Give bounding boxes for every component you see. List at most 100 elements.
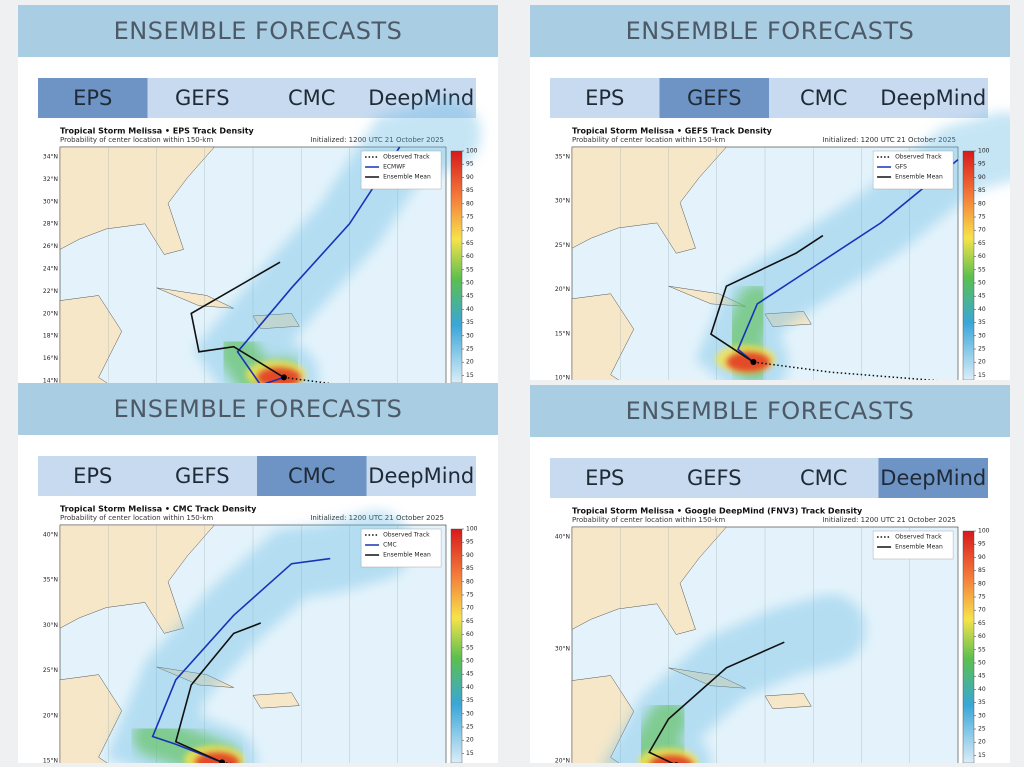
colorbar-label: 50 (978, 280, 986, 287)
colorbar-label: 85 (978, 187, 986, 194)
colorbar-label: 30 (466, 332, 474, 339)
colorbar-label: 50 (466, 658, 474, 665)
storm-position (280, 374, 287, 381)
tab-label: CMC (288, 464, 335, 488)
land (571, 146, 727, 254)
colorbar-label: 45 (978, 293, 986, 300)
storm-position (750, 359, 757, 366)
map (571, 526, 959, 763)
mean-track (710, 234, 824, 363)
lat-label: 40°N (555, 534, 570, 541)
lat-label: 30°N (43, 198, 58, 205)
map-subtitle: Probability of center location within 15… (572, 516, 725, 524)
legend-label: Observed Track (383, 532, 430, 539)
colorbar-label: 90 (466, 552, 474, 559)
model-track (151, 557, 331, 763)
tab[interactable] (659, 78, 770, 118)
tab-label: EPS (73, 86, 112, 110)
colorbar-label: 55 (978, 266, 986, 273)
colorbar-label: 90 (978, 174, 986, 181)
colorbar-label: 15 (978, 752, 986, 759)
land (59, 524, 215, 634)
tab[interactable] (659, 458, 770, 498)
map-title: Tropical Storm Melissa • GEFS Track Dens… (572, 127, 773, 136)
colorbar-label: 95 (978, 541, 986, 548)
legend-label: Observed Track (383, 154, 430, 161)
tab[interactable] (878, 458, 989, 498)
colorbar-label: 30 (978, 332, 986, 339)
tab[interactable] (257, 78, 367, 118)
tab-label: DeepMind (880, 86, 986, 110)
lat-label: 30°N (555, 646, 570, 653)
legend-label: CMC (383, 542, 397, 549)
header-bar (530, 385, 1010, 437)
tab[interactable] (38, 456, 148, 496)
legend-label: Ensemble Mean (895, 544, 943, 551)
colorbar-label: 85 (978, 567, 986, 574)
colorbar-label: 65 (978, 240, 986, 247)
colorbar (962, 530, 975, 763)
lat-label: 35°N (555, 154, 570, 161)
colorbar-label: 35 (978, 699, 986, 706)
panel: ENSEMBLE FORECASTS EPS GEFS CMC DeepMind Trop… (530, 385, 1010, 763)
tab[interactable] (878, 78, 989, 118)
legend-label: Observed Track (895, 154, 942, 161)
colorbar-label: 20 (466, 737, 474, 744)
colorbar-label: 80 (466, 200, 474, 207)
colorbar-label: 20 (978, 359, 986, 366)
panel: ENSEMBLE FORECASTS EPS GEFS CMC DeepMind Trop… (18, 383, 498, 763)
storm-position (219, 759, 226, 763)
lat-label: 20°N (555, 286, 570, 293)
tab-label: GEFS (687, 466, 742, 490)
header-bar (18, 383, 498, 435)
map-subtitle: Probability of center location within 15… (572, 136, 725, 144)
lat-label: 40°N (43, 532, 58, 539)
tab[interactable] (769, 78, 879, 118)
colorbar-label: 55 (466, 266, 474, 273)
map-initialized: Initialized: 1200 UTC 21 October 2025 (822, 516, 956, 524)
lat-label: 10°N (555, 375, 570, 382)
tab[interactable] (147, 78, 258, 118)
tab[interactable] (550, 78, 660, 118)
colorbar-label: 60 (978, 253, 986, 260)
colorbar-label: 20 (466, 359, 474, 366)
colorbar-label: 100 (466, 148, 478, 155)
colorbar-label: 65 (978, 620, 986, 627)
tab[interactable] (550, 458, 660, 498)
header-bar (18, 5, 498, 57)
lat-label: 22°N (43, 288, 58, 295)
tab[interactable] (38, 78, 148, 118)
lat-label: 35°N (43, 577, 58, 584)
colorbar-label: 35 (466, 697, 474, 704)
tab[interactable] (147, 456, 258, 496)
model-track (737, 159, 959, 363)
colorbar-label: 90 (978, 554, 986, 561)
tab-label: EPS (585, 86, 624, 110)
legend-label: GFS (895, 164, 907, 171)
tab[interactable] (366, 456, 477, 496)
header: ENSEMBLE FORECASTS (114, 395, 403, 423)
land (59, 295, 123, 383)
colorbar-label: 45 (466, 293, 474, 300)
lat-label: 25°N (555, 242, 570, 249)
colorbar-label: 100 (978, 528, 990, 535)
legend-label: Ensemble Mean (383, 552, 431, 559)
colorbar-label: 90 (466, 174, 474, 181)
colorbar-label: 70 (466, 227, 474, 234)
lat-label: 20°N (43, 712, 58, 719)
colorbar-label: 65 (466, 618, 474, 625)
lat-label: 14°N (43, 378, 58, 385)
map-subtitle: Probability of center location within 15… (60, 514, 213, 522)
lat-label: 25°N (43, 667, 58, 674)
lat-label: 26°N (43, 243, 58, 250)
colorbar-label: 25 (978, 726, 986, 733)
tab[interactable] (769, 458, 879, 498)
tab[interactable] (257, 456, 367, 496)
colorbar-label: 75 (978, 594, 986, 601)
map-title: Tropical Storm Melissa • Google DeepMind… (572, 507, 863, 516)
colorbar-label: 55 (978, 646, 986, 653)
colorbar-label: 15 (466, 750, 474, 757)
tab-label: CMC (288, 86, 335, 110)
colorbar-label: 80 (978, 200, 986, 207)
header-bar (530, 5, 1010, 57)
